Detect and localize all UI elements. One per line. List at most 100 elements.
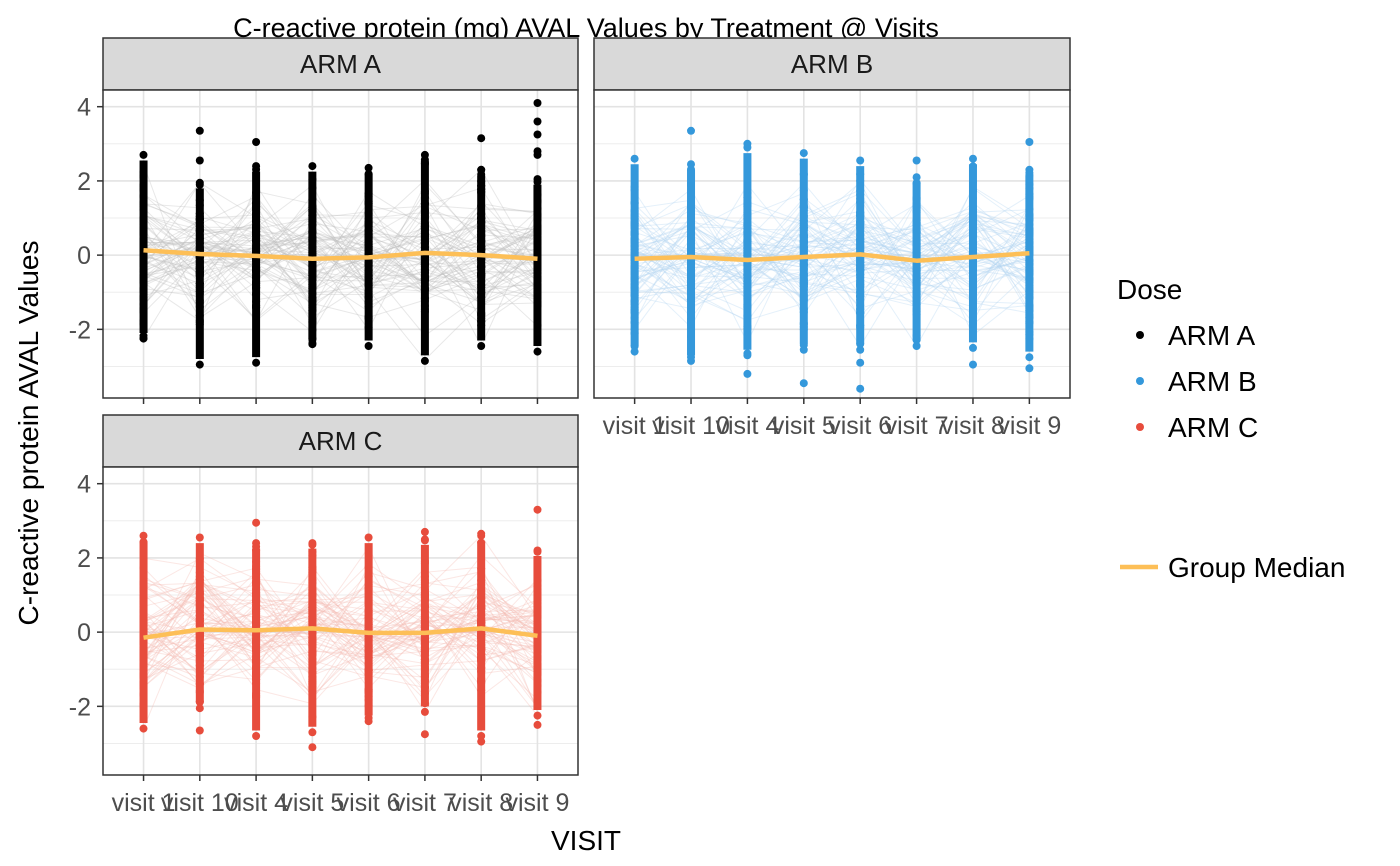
x-tick-label: visit 9 <box>505 789 569 817</box>
subject-line <box>143 202 538 313</box>
subject-line <box>143 214 538 292</box>
subject-line <box>634 187 1030 292</box>
data-point <box>139 331 148 340</box>
subject-line <box>634 245 1030 347</box>
group-median-line <box>634 251 1030 263</box>
subject-line <box>143 534 538 688</box>
data-point <box>856 345 865 354</box>
x-tick-label: visit 10 <box>652 412 730 440</box>
data-point <box>969 343 977 352</box>
subject-line <box>143 200 538 284</box>
x-tick-label: visit 6 <box>337 789 401 817</box>
subject-line <box>143 587 538 692</box>
data-point <box>743 349 752 358</box>
outlier-point <box>799 379 808 388</box>
subject-line <box>634 210 1030 294</box>
outlier-point <box>533 99 542 107</box>
subject-line <box>634 191 1030 279</box>
data-point <box>308 162 317 171</box>
subject-line <box>143 600 538 669</box>
outlier-point <box>195 726 204 735</box>
y-tick-label: 2 <box>77 168 91 196</box>
subject-line <box>634 249 1030 287</box>
data-point <box>364 533 373 542</box>
subject-line <box>634 217 1030 329</box>
subject-line <box>143 226 538 326</box>
subject-line <box>143 596 538 716</box>
subject-line <box>634 183 1030 336</box>
subject-line <box>634 209 1030 316</box>
data-point <box>420 536 429 545</box>
subject-line <box>143 220 538 292</box>
outlier-point <box>912 156 921 165</box>
outlier-point <box>252 138 261 146</box>
subject-line <box>634 206 1030 330</box>
subject-line <box>143 605 538 708</box>
subject-line <box>143 594 538 693</box>
outlier-point <box>420 730 429 739</box>
data-point <box>308 540 317 549</box>
x-tick-label: visit 8 <box>449 789 513 817</box>
subject-line <box>143 207 538 322</box>
subject-line <box>634 216 1030 319</box>
subject-line <box>634 209 1030 310</box>
data-point <box>1025 168 1034 177</box>
subject-line <box>143 207 538 289</box>
subject-line <box>143 593 538 673</box>
facet-strip-label: ARM C <box>299 426 383 456</box>
subject-line <box>143 619 538 688</box>
subject-line <box>634 210 1030 298</box>
panel-arm-a: ARM A -2 0 2 4 <box>69 37 579 404</box>
facet-strip <box>102 414 579 468</box>
data-point <box>420 356 429 365</box>
x-tick-label: visit 8 <box>941 412 1005 440</box>
outlier-point <box>687 126 695 135</box>
subject-line <box>143 190 538 282</box>
y-tick-label: -2 <box>69 316 91 344</box>
subject-line <box>143 198 538 281</box>
subject-line <box>634 189 1030 315</box>
subject-line <box>143 571 538 648</box>
subject-line <box>143 597 538 697</box>
subject-line <box>634 223 1030 302</box>
subject-line <box>143 617 538 686</box>
subject-line <box>143 581 538 660</box>
subject-line <box>143 579 538 674</box>
subject-line <box>634 198 1030 297</box>
subject-line <box>143 184 538 361</box>
subject-line <box>634 221 1030 294</box>
subject-line <box>143 568 538 713</box>
data-point <box>477 342 486 350</box>
data-point <box>364 714 373 722</box>
outlier-point <box>533 130 542 139</box>
subject-line <box>634 208 1030 312</box>
subject-line <box>143 584 538 649</box>
x-tick-label: visit 5 <box>280 789 344 817</box>
subject-line <box>143 600 538 672</box>
subject-line <box>143 599 538 684</box>
data-point <box>533 177 542 186</box>
data-point <box>195 704 204 713</box>
subject-line <box>143 564 538 675</box>
subject-line <box>634 188 1030 296</box>
subject-line <box>143 239 538 306</box>
subject-line <box>143 596 538 674</box>
subject-line <box>634 226 1030 295</box>
data-point <box>308 728 317 737</box>
subject-line <box>634 179 1030 285</box>
subject-line <box>143 251 538 295</box>
subject-line <box>143 576 538 698</box>
subject-line <box>143 567 538 671</box>
y-tick-label: 4 <box>77 471 91 499</box>
data-point <box>969 154 977 163</box>
data-point <box>308 339 317 348</box>
panel-background <box>594 90 1070 398</box>
subject-line <box>143 239 538 299</box>
subject-line <box>143 190 538 298</box>
subject-line <box>634 201 1030 315</box>
x-tick-label: visit 4 <box>224 789 288 817</box>
data-point <box>1025 353 1034 362</box>
data-point <box>630 154 639 163</box>
subject-line <box>634 197 1030 287</box>
